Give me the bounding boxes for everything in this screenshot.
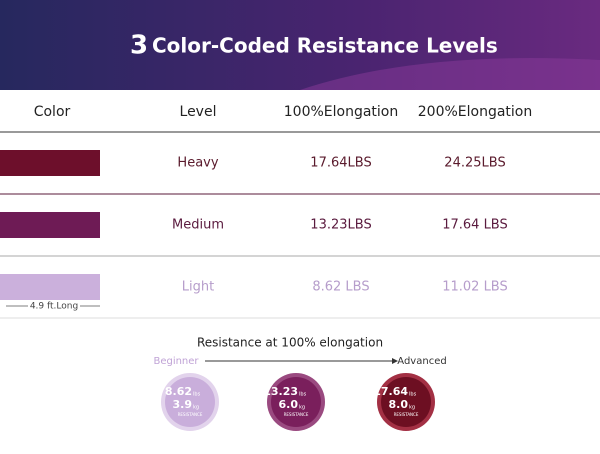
cell: 24.25LBS xyxy=(444,156,505,171)
badge-lbs-unit: lbs xyxy=(409,392,417,398)
badge-lbs: 8.62 xyxy=(165,385,192,398)
color-swatch xyxy=(0,274,100,300)
title-number: 3 xyxy=(130,31,148,61)
cell: 17.64 LBS xyxy=(442,218,508,233)
title: Color-Coded Resistance Levels xyxy=(152,34,498,58)
badge-kg-unit: kg xyxy=(409,405,415,411)
cell: 11.02 LBS xyxy=(442,280,508,295)
scale-start: Beginner xyxy=(153,356,199,367)
column-header: Level xyxy=(180,104,217,120)
badge-kg: 6.0 xyxy=(279,398,299,411)
cell: Light xyxy=(182,280,214,295)
badge-lbs-unit: lbs xyxy=(299,392,307,398)
badge-kg-unit: kg xyxy=(299,405,305,411)
cell: Medium xyxy=(172,218,224,233)
badge-lbs: 17.64 xyxy=(373,385,408,398)
badge-lbs-unit: lbs xyxy=(193,392,201,398)
cell: 8.62 LBS xyxy=(312,280,369,295)
length-label: 4.9 ft.Long xyxy=(30,302,78,312)
badge-caption: RESISTANCE xyxy=(394,412,419,417)
cell: Heavy xyxy=(177,156,218,171)
color-swatch xyxy=(0,150,100,176)
column-header: 100%Elongation xyxy=(284,104,398,120)
scale-title: Resistance at 100% elongation xyxy=(197,336,383,350)
scale-end: Advanced xyxy=(397,356,446,367)
table: Color Level 100%Elongation 200%Elongation He… xyxy=(0,104,600,319)
badge-kg: 3.9 xyxy=(173,398,193,411)
header-wave xyxy=(300,58,600,90)
cell: 17.64LBS xyxy=(310,156,371,171)
badge-kg-unit: kg xyxy=(193,405,199,411)
badge xyxy=(381,377,431,427)
badge xyxy=(165,377,215,427)
badge-caption: RESISTANCE xyxy=(284,412,309,417)
arrow-head xyxy=(392,358,398,364)
badge-caption: RESISTANCE xyxy=(178,412,203,417)
badge-lbs: 13.23 xyxy=(263,385,298,398)
column-header: 200%Elongation xyxy=(418,104,532,120)
column-header: Color xyxy=(34,104,71,120)
badge-kg: 8.0 xyxy=(389,398,409,411)
badge xyxy=(271,377,321,427)
color-swatch xyxy=(0,212,100,238)
length-label-bg xyxy=(28,300,80,312)
cell: 13.23LBS xyxy=(310,218,371,233)
